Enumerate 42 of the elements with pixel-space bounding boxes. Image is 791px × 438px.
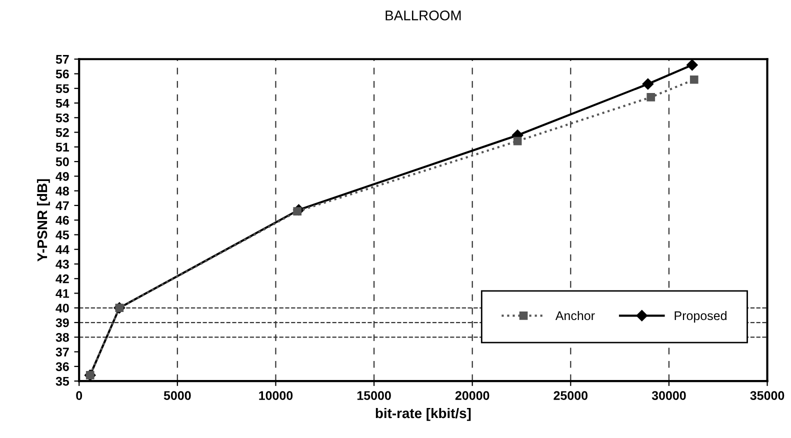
y-tick-label: 57 (56, 55, 69, 64)
y-tick-label: 48 (56, 186, 69, 196)
y-tick-label: 40 (56, 304, 69, 313)
y-tick-label: 41 (56, 289, 70, 298)
legend-label: Proposed (674, 310, 726, 323)
y-tick-label: 42 (56, 274, 69, 284)
y-tick-label: 56 (56, 70, 69, 78)
y-tick-label: 45 (56, 230, 70, 240)
y-tick-label: 44 (56, 245, 70, 254)
y-tick-label: 47 (56, 201, 69, 210)
point (513, 136, 522, 146)
y-tick-label: 52 (56, 128, 69, 137)
x-tick-label: 5000 (164, 391, 191, 400)
point (686, 59, 698, 71)
point (646, 93, 656, 102)
y-tick-label: 36 (56, 362, 69, 372)
point (690, 75, 698, 84)
x-tick-label: 0 (76, 391, 82, 400)
y-tick-label: 38 (56, 332, 69, 342)
x-tick-label: 25000 (554, 391, 588, 400)
y-tick-label: 54 (56, 98, 70, 108)
x-axis-title: bit-rate [kbit/s] (376, 408, 471, 421)
y-tick-label: 43 (56, 260, 69, 269)
y-tick-label: 49 (56, 172, 69, 181)
y-tick-label: 37 (56, 348, 69, 356)
y-tick-label: 35 (56, 376, 70, 386)
y-tick-label: 55 (56, 84, 70, 94)
y-tick-label: 53 (56, 113, 69, 122)
chart-title: BALLROOM (386, 10, 461, 20)
point (293, 207, 302, 216)
x-tick-label: 10000 (259, 391, 293, 400)
x-tick-label: 30000 (652, 391, 686, 400)
y-tick-label: 46 (56, 216, 69, 225)
y-tick-label: 51 (56, 142, 70, 152)
y-tick-label: 50 (56, 157, 69, 166)
point (642, 78, 654, 90)
x-tick-label: 35000 (750, 391, 784, 400)
legend-label: Anchor (555, 310, 595, 320)
x-tick-label: 20000 (455, 391, 490, 400)
y-axis-title: Y-PSNR [dB] (36, 179, 50, 262)
x-tick-label: 15000 (357, 391, 391, 400)
y-tick-label: 39 (56, 318, 69, 328)
